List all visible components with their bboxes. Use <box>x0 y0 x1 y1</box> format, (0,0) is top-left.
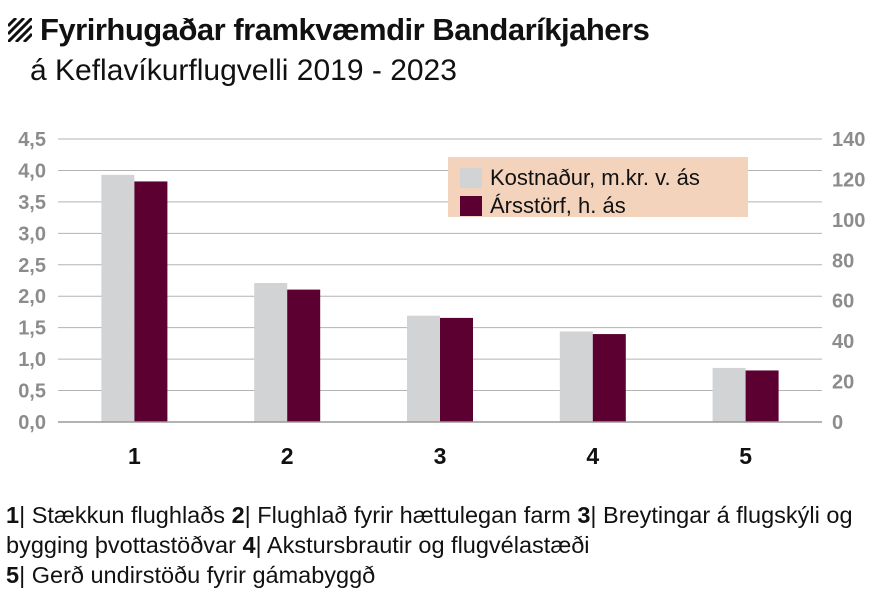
y-right-tick-label: 140 <box>832 129 865 151</box>
x-tick-label: 2 <box>281 443 294 469</box>
caption-num-3: 3 <box>577 502 591 528</box>
y-left-tick-label: 0,0 <box>18 412 46 434</box>
y-right-tick-label: 20 <box>832 372 854 394</box>
bar-kostnadur <box>101 174 135 422</box>
y-left-tick-label: 1,5 <box>18 318 46 340</box>
legend-swatch <box>460 196 482 216</box>
x-tick-label: 4 <box>586 443 599 469</box>
y-right-tick-label: 100 <box>832 210 865 232</box>
bar-kostnadur <box>559 331 593 422</box>
y-left-tick-label: 2,5 <box>18 255 46 277</box>
x-tick-label: 3 <box>434 443 447 469</box>
chart-subtitle: á Keflavíkurflugvelli 2019 - 2023 <box>30 54 457 87</box>
legend-box <box>448 157 748 217</box>
bar-arsstorf <box>134 181 168 422</box>
x-tick-label: 5 <box>739 443 752 469</box>
caption-text-5: Gerð undirstöðu fyrir gámabyggð <box>25 562 376 588</box>
title-text: Fyrirhugaðar framkvæmdir Bandaríkjahers <box>40 12 650 47</box>
y-right-tick-label: 120 <box>832 169 865 191</box>
caption-text-1: Stækkun flughlaðs <box>25 502 232 528</box>
y-right-tick-label: 40 <box>832 331 854 353</box>
bar-kostnadur <box>254 283 288 422</box>
y-right-tick-label: 80 <box>832 250 854 272</box>
caption-text-4: Akstursbrautir og flugvélastæði <box>261 532 590 558</box>
bar-arsstorf <box>745 370 779 422</box>
chart-title: Fyrirhugaðar framkvæmdir Bandaríkjahers <box>8 12 650 48</box>
y-left-tick-label: 1,0 <box>18 349 46 371</box>
y-left-tick-label: 3,0 <box>18 223 46 245</box>
bar-arsstorf <box>440 317 473 422</box>
caption-num-4: 4 <box>242 532 256 558</box>
y-left-tick-label: 4,0 <box>18 160 46 182</box>
caption-num-5: 5 <box>6 562 20 588</box>
caption-text-3: Breytingar á flugskýli og bygging þvotta… <box>6 502 853 558</box>
hatch-icon <box>8 18 32 42</box>
bar-arsstorf <box>592 334 626 422</box>
category-caption: 1| Stækkun flughlaðs 2| Flughlað fyrir h… <box>6 502 853 588</box>
legend-swatch <box>460 168 482 188</box>
bar-chart: 0,0 0,5 1,0 1,5 2,0 2,5 3,0 3,5 4,0 4,5 0 20 40 60 80 1… <box>18 129 865 469</box>
caption-num-2: 2 <box>231 502 245 528</box>
bar-kostnadur <box>712 367 746 422</box>
bar-kostnadur <box>407 315 440 422</box>
y-right-tick-label: 0 <box>832 412 843 434</box>
y-right-tick-label: 60 <box>832 291 854 313</box>
y-left-tick-label: 3,5 <box>18 192 46 214</box>
x-tick-label: 1 <box>128 443 141 469</box>
bar-arsstorf <box>287 289 321 422</box>
caption-text-2: Flughlað fyrir hættulegan farm <box>250 502 578 528</box>
y-left-tick-label: 4,5 <box>18 129 46 151</box>
y-left-tick-label: 0,5 <box>18 381 46 403</box>
y-left-tick-label: 2,0 <box>18 286 46 308</box>
caption-num-1: 1 <box>6 502 20 528</box>
legend-label: Ársstörf, h. ás <box>490 193 626 218</box>
legend-label: Kostnaður, m.kr. v. ás <box>490 165 700 190</box>
